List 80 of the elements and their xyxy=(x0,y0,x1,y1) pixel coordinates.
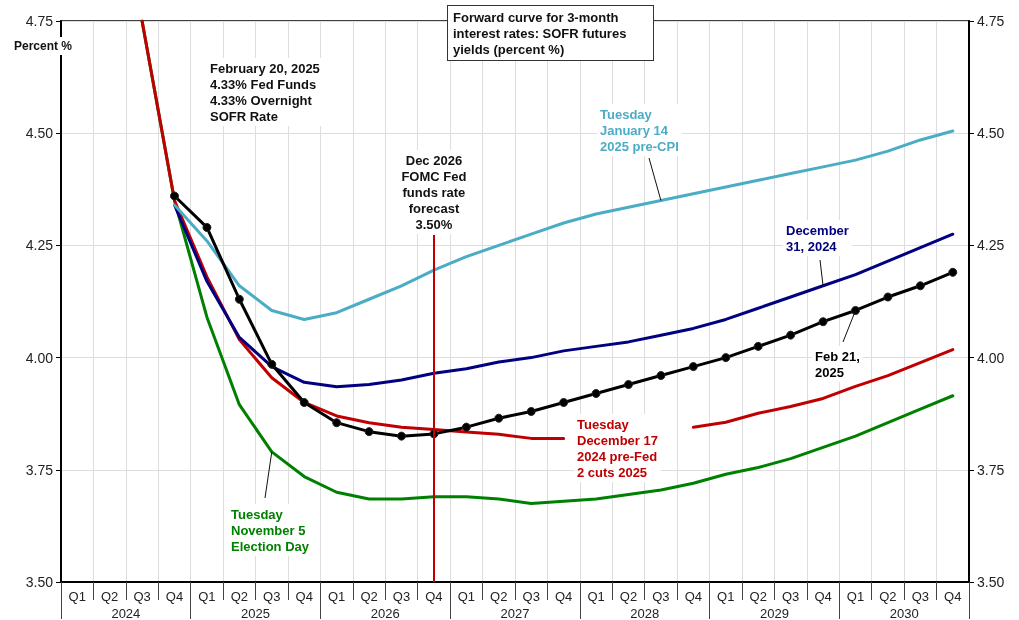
x-tick-label: Q3 xyxy=(911,589,930,604)
y2-tick-label: 4.75 xyxy=(977,13,1005,29)
point xyxy=(299,397,309,407)
series-label: Tuesday December 17 2024 pre-Fed 2 cuts 2025 xyxy=(577,416,658,480)
x-tick-label: Q1 xyxy=(846,589,865,604)
point xyxy=(494,413,504,423)
y2-tick-label: 4.25 xyxy=(977,237,1005,254)
x-tick-label: Q3 xyxy=(781,589,800,604)
chart-title: Forward curve for 3-month interest rates: SOFR futures yields (percent %) xyxy=(453,9,630,57)
x-tick-label: Q2 xyxy=(619,589,638,604)
point xyxy=(332,418,342,428)
y-tick-label: 4.75 xyxy=(25,13,54,29)
point xyxy=(753,341,763,351)
text: 2029 xyxy=(759,606,789,620)
point xyxy=(461,422,471,432)
point xyxy=(267,359,277,369)
point xyxy=(883,292,893,302)
x-tick-label: Q2 xyxy=(360,589,378,604)
series-label: December 31, 2024 xyxy=(786,222,849,254)
x-tick-label: Q2 xyxy=(230,589,249,604)
point xyxy=(526,406,536,416)
annotation: Dec 2026 FOMC Fed funds rate forecast 3.50% xyxy=(401,152,467,232)
y2-tick-label: 3.50 xyxy=(977,574,1005,590)
x-tick-label: Q1 xyxy=(68,589,86,604)
x-tick-label: Q1 xyxy=(457,589,476,604)
x-tick-label: Q2 xyxy=(749,589,767,604)
y2-tick-label: 4.50 xyxy=(977,125,1005,142)
point xyxy=(397,431,406,441)
point xyxy=(364,427,374,437)
annotation: February 20, 2025 4.33% Fed Funds 4.33% Overnight SOFR Rate xyxy=(210,60,320,124)
x-tick-label: Q4 xyxy=(684,589,703,604)
x-tick-label: Q4 xyxy=(814,589,832,604)
text: 2027 xyxy=(500,606,530,620)
point xyxy=(559,397,569,407)
series-label: Tuesday November 5 Election Day xyxy=(231,506,310,554)
text: 2026 xyxy=(370,606,400,620)
point xyxy=(786,330,796,340)
x-tick-label: Q4 xyxy=(944,589,962,604)
text: 2030 xyxy=(889,606,919,620)
x-tick-label: Q3 xyxy=(652,589,670,604)
y-tick-label: 3.50 xyxy=(25,574,54,590)
y-tick-label: 4.00 xyxy=(25,349,54,366)
x-tick-label: Q3 xyxy=(522,589,540,604)
point xyxy=(624,380,633,390)
text: 2028 xyxy=(630,606,660,620)
y-tick-label: 4.50 xyxy=(25,125,54,142)
point xyxy=(948,267,958,277)
y-axis-title: Percent % xyxy=(14,39,73,53)
point xyxy=(234,294,244,304)
point xyxy=(202,222,212,232)
point xyxy=(915,281,925,291)
x-tick-label: Q4 xyxy=(295,589,313,604)
y-tick-label: 3.75 xyxy=(25,461,54,478)
y-tick-label: 4.25 xyxy=(25,237,54,254)
point xyxy=(170,191,179,201)
x-tick-label: Q2 xyxy=(100,589,119,604)
x-tick-label: Q3 xyxy=(133,589,151,604)
x-tick-label: Q4 xyxy=(165,589,184,604)
text: 2025 xyxy=(241,606,271,620)
x-tick-label: Q1 xyxy=(587,589,605,604)
x-tick-label: Q3 xyxy=(392,589,411,604)
x-tick-label: Q2 xyxy=(490,589,508,604)
y2-tick-label: 3.75 xyxy=(977,461,1005,478)
x-tick-label: Q4 xyxy=(425,589,443,604)
line-series xyxy=(173,203,955,389)
point xyxy=(818,317,828,327)
series-label: Feb 21, 2025 xyxy=(815,348,860,380)
x-tick-label: Q1 xyxy=(327,589,346,604)
point xyxy=(721,353,731,363)
point xyxy=(591,389,601,398)
text: Tuesday January 14 2025 pre-CPI xyxy=(600,106,679,154)
point xyxy=(656,371,666,381)
x-tick-label: Q1 xyxy=(198,589,216,604)
point xyxy=(688,362,698,372)
x-tick-label: Q1 xyxy=(717,589,735,604)
x-tick-label: Q2 xyxy=(879,589,897,604)
x-tick-label: Q4 xyxy=(554,589,573,604)
text: 2024 xyxy=(111,606,141,620)
x-tick-label: Q3 xyxy=(263,589,281,604)
y2-tick-label: 4.00 xyxy=(977,349,1005,366)
